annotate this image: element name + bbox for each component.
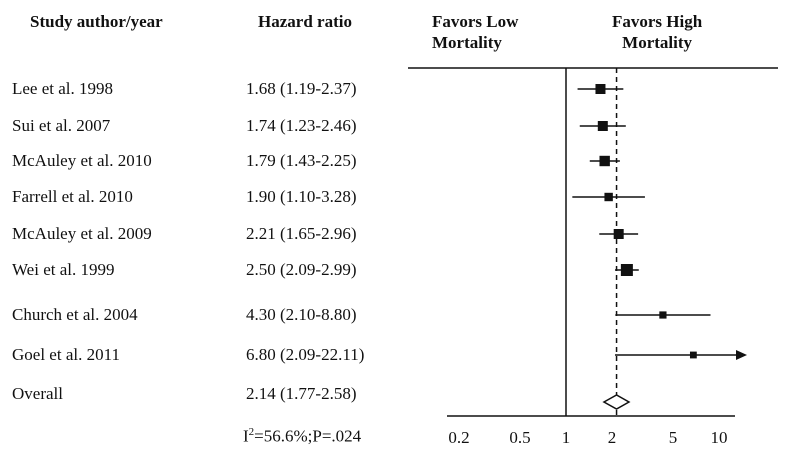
study-label: McAuley et al. 2010 xyxy=(12,151,152,170)
study-hr-value: 1.90 (1.10-3.28) xyxy=(246,187,357,206)
study-hr-value: 2.21 (1.65-2.96) xyxy=(246,224,357,243)
study-hr-value: 1.68 (1.19-2.37) xyxy=(246,79,357,98)
x-tick-label: 0.2 xyxy=(448,428,469,447)
point-estimate xyxy=(597,121,608,131)
header-study: Study author/year xyxy=(30,12,163,31)
header-favors-high: Favors High Mortality xyxy=(612,11,702,53)
point-estimate xyxy=(689,351,697,359)
header-favors-low-line2: Mortality xyxy=(432,33,502,52)
study-label: Lee et al. 1998 xyxy=(12,79,114,98)
x-tick-label: 10 xyxy=(711,428,728,447)
header-favors-low-line1: Favors Low xyxy=(432,12,519,31)
study-label: Sui et al. 2007 xyxy=(12,116,111,135)
study-hr-value: 4.30 (2.10-8.80) xyxy=(246,305,357,324)
point-estimate xyxy=(599,155,610,167)
study-label: Wei et al. 1999 xyxy=(12,260,115,279)
x-tick-label: 1 xyxy=(562,428,571,447)
study-hr-value: 2.50 (2.09-2.99) xyxy=(246,260,357,279)
overall-hr-value: 2.14 (1.77-2.58) xyxy=(246,384,357,403)
study-hr-value: 6.80 (2.09-22.11) xyxy=(246,345,365,364)
header-favors-high-line1: Favors High xyxy=(612,12,703,31)
study-label: Goel et al. 2011 xyxy=(12,345,120,364)
point-estimate xyxy=(620,264,633,276)
study-label: McAuley et al. 2009 xyxy=(12,224,152,243)
x-tick-label: 2 xyxy=(608,428,617,447)
header-favors-high-line2: Mortality xyxy=(622,33,693,52)
point-estimate xyxy=(595,84,606,94)
overall-label: Overall xyxy=(12,384,63,403)
study-label: Farrell et al. 2010 xyxy=(12,187,133,206)
point-estimate xyxy=(613,229,624,239)
overall-diamond xyxy=(602,394,631,410)
study-hr-value: 1.79 (1.43-2.25) xyxy=(246,151,357,170)
header-hazard-ratio: Hazard ratio xyxy=(258,12,352,31)
x-tick-label: 0.5 xyxy=(509,428,530,447)
study-hr-value: 1.74 (1.23-2.46) xyxy=(246,116,357,135)
header-favors-low: Favors Low Mortality xyxy=(432,11,518,53)
superscript-2: 2 xyxy=(248,426,255,438)
ci-arrow xyxy=(736,350,747,360)
point-estimate xyxy=(604,192,613,202)
heterogeneity-stat: I2=56.6%;P=.024 xyxy=(243,426,362,446)
point-estimate xyxy=(659,311,667,319)
x-tick-label: 5 xyxy=(669,428,678,447)
study-label: Church et al. 2004 xyxy=(12,305,138,324)
